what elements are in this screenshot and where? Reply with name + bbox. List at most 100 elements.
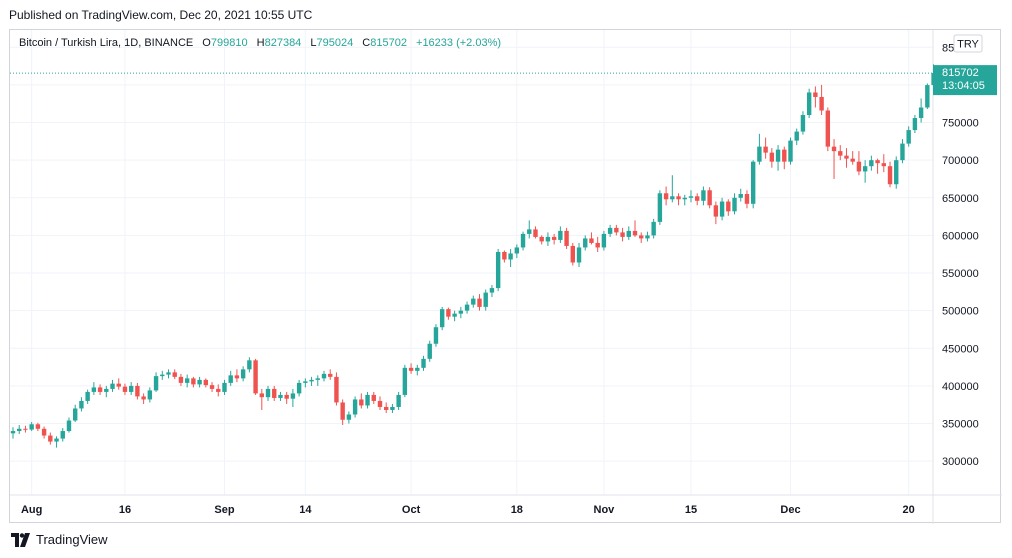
bar-countdown: 13:04:05: [942, 80, 985, 92]
candle-body: [813, 92, 818, 97]
candle: [328, 369, 333, 380]
price-tick-label: 550000: [942, 268, 979, 280]
candlestick-chart[interactable]: 300000 350000 400000 450000 500000 550000 6000…: [10, 30, 1002, 524]
price-tick-label: 600000: [942, 230, 979, 242]
candle-body: [303, 381, 308, 383]
candle-body: [128, 385, 134, 392]
candle-body: [79, 400, 84, 409]
candle-body: [296, 382, 302, 394]
candle: [701, 186, 706, 206]
candle-body: [545, 236, 551, 242]
candle-body: [595, 242, 600, 248]
candle-body: [757, 146, 762, 162]
time-tick-label: Aug: [21, 504, 42, 516]
candle-body: [875, 160, 880, 164]
candle: [881, 154, 886, 173]
candle-body: [396, 394, 401, 407]
candle-body: [458, 310, 464, 314]
candle: [29, 422, 34, 432]
candle-body: [900, 143, 905, 161]
candle: [371, 391, 376, 404]
candle-body: [147, 390, 153, 400]
candle-body: [489, 288, 495, 293]
candle: [41, 426, 47, 439]
candle: [79, 397, 84, 412]
candle-body: [390, 406, 395, 410]
chart-legend: Bitcoin / Turkish Lira, 1D, BINANCE O799…: [19, 37, 501, 49]
candle-body: [794, 131, 799, 141]
time-tick-label: 16: [119, 504, 131, 516]
price-axis[interactable]: 300000 350000 400000 450000 500000 550000 6000…: [942, 42, 979, 468]
candle: [900, 139, 905, 164]
candle: [495, 248, 501, 292]
candle-body: [527, 229, 532, 234]
candle-body: [216, 388, 221, 392]
candle: [763, 137, 768, 159]
candle-body: [695, 196, 700, 201]
candle-body: [626, 230, 631, 237]
candle: [446, 307, 451, 320]
candle: [415, 364, 420, 376]
candle-body: [228, 375, 233, 383]
price-tick-label: 500000: [942, 306, 979, 318]
legend-high-label: H: [257, 37, 265, 49]
candle: [750, 160, 756, 209]
candle-body: [831, 146, 837, 152]
candle-body: [701, 190, 706, 201]
candle: [222, 379, 227, 395]
candle: [35, 422, 41, 432]
tradingview-brand[interactable]: TradingView: [36, 532, 108, 547]
candle-body: [495, 251, 501, 289]
candle: [427, 340, 432, 362]
candle-body: [682, 197, 687, 200]
time-axis[interactable]: Aug 16 Sep 14 Oct 18 Nov 15 Dec 20: [21, 504, 915, 516]
time-tick-label: 20: [903, 504, 915, 516]
candle-body: [918, 107, 924, 119]
candle-body: [707, 190, 712, 206]
candle-body: [365, 394, 370, 406]
candle: [875, 158, 880, 174]
candle: [912, 115, 918, 134]
candle-body: [726, 201, 731, 212]
grid-lines: [10, 30, 933, 495]
candle: [887, 161, 893, 188]
chart-frame[interactable]: 300000 350000 400000 450000 500000 550000 6000…: [9, 29, 1002, 524]
candle: [284, 391, 289, 404]
legend-open-value: 799810: [211, 37, 248, 49]
candle: [458, 306, 464, 319]
candle: [352, 396, 358, 418]
candle-body: [477, 298, 482, 307]
candle-body: [614, 227, 619, 233]
candle: [128, 382, 134, 395]
candle-body: [514, 247, 520, 254]
candle: [732, 193, 737, 215]
candle: [645, 231, 650, 242]
candle-body: [763, 146, 768, 153]
price-tick-label: 700000: [942, 155, 979, 167]
candle-body: [589, 238, 594, 243]
candle-body: [153, 376, 159, 391]
candle-body: [408, 367, 414, 371]
time-tick-label: Sep: [214, 504, 234, 516]
price-tick-label: 750000: [942, 118, 979, 130]
currency-badge[interactable]: TRY: [953, 34, 983, 53]
candle-body: [508, 253, 513, 260]
candle: [738, 188, 743, 202]
candle-body: [247, 360, 252, 370]
candle-body: [570, 245, 575, 263]
legend-low-value: 795024: [317, 37, 354, 49]
candle-body: [178, 376, 184, 383]
candle: [166, 369, 171, 379]
candle-body: [222, 382, 227, 392]
candle: [296, 379, 302, 397]
candle-body: [583, 238, 588, 248]
candle: [54, 436, 59, 448]
candle-body: [819, 96, 824, 111]
candle-body: [259, 393, 264, 398]
candle-body: [471, 298, 476, 305]
candle: [869, 155, 874, 171]
candle-body: [601, 233, 607, 248]
candle: [421, 355, 426, 371]
candle-body: [371, 394, 376, 401]
candle-body: [483, 292, 488, 307]
